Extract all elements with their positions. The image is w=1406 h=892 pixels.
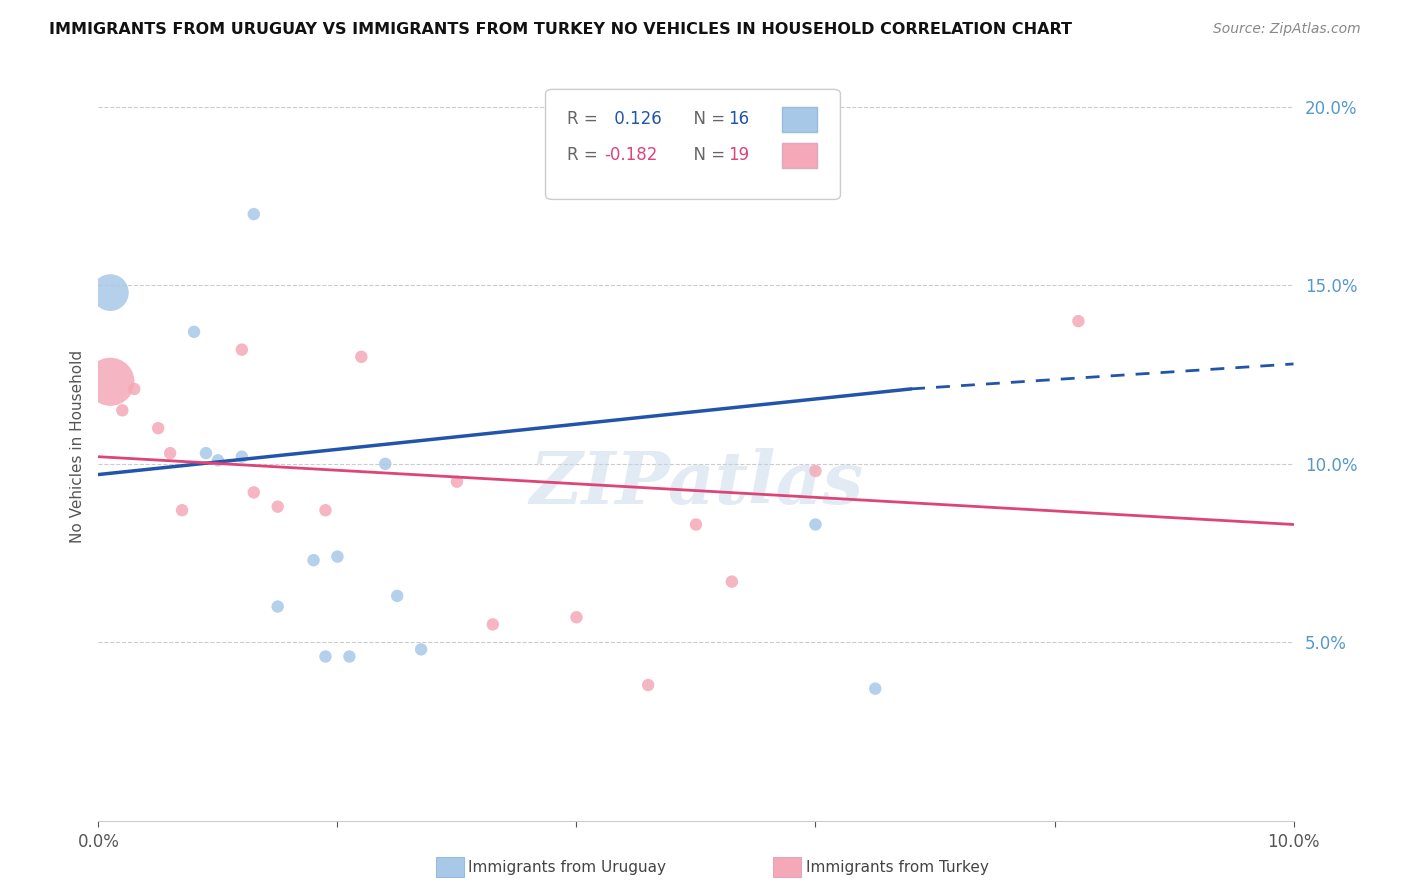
Point [446,475,468,489]
Point [339,649,361,664]
Point [207,453,229,467]
Text: IMMIGRANTS FROM URUGUAY VS IMMIGRANTS FROM TURKEY NO VEHICLES IN HOUSEHOLD CORRE: IMMIGRANTS FROM URUGUAY VS IMMIGRANTS FR… [49,22,1073,37]
Point [865,681,887,696]
Point [98,375,122,389]
Point [315,503,337,517]
Point [302,553,325,567]
Point [482,617,505,632]
Y-axis label: No Vehicles in Household: No Vehicles in Household [69,350,84,542]
Text: Immigrants from Turkey: Immigrants from Turkey [806,860,988,874]
Point [183,325,205,339]
Point [231,343,253,357]
Point [350,350,373,364]
Point [231,450,253,464]
Point [172,503,194,517]
Point [267,599,290,614]
Text: 19: 19 [728,145,749,163]
Point [326,549,349,564]
Point [685,517,707,532]
Text: R =: R = [567,145,603,163]
Text: 0.126: 0.126 [609,110,662,128]
Point [637,678,659,692]
Point [411,642,433,657]
Point [565,610,588,624]
Text: -0.182: -0.182 [605,145,658,163]
Point [243,207,266,221]
Text: N =: N = [683,145,731,163]
Point [111,403,134,417]
Point [159,446,181,460]
Point [148,421,170,435]
Point [385,589,409,603]
Point [243,485,266,500]
Point [98,285,122,300]
Point [374,457,396,471]
Point [1067,314,1090,328]
Point [315,649,337,664]
Point [804,517,827,532]
Text: Immigrants from Uruguay: Immigrants from Uruguay [468,860,666,874]
Point [124,382,146,396]
Text: ZIPatlas: ZIPatlas [529,448,863,519]
Text: Source: ZipAtlas.com: Source: ZipAtlas.com [1213,22,1361,37]
Text: N =: N = [683,110,731,128]
Point [804,464,827,478]
Point [267,500,290,514]
Text: 16: 16 [728,110,749,128]
Point [195,446,218,460]
Text: R =: R = [567,110,603,128]
Point [721,574,744,589]
